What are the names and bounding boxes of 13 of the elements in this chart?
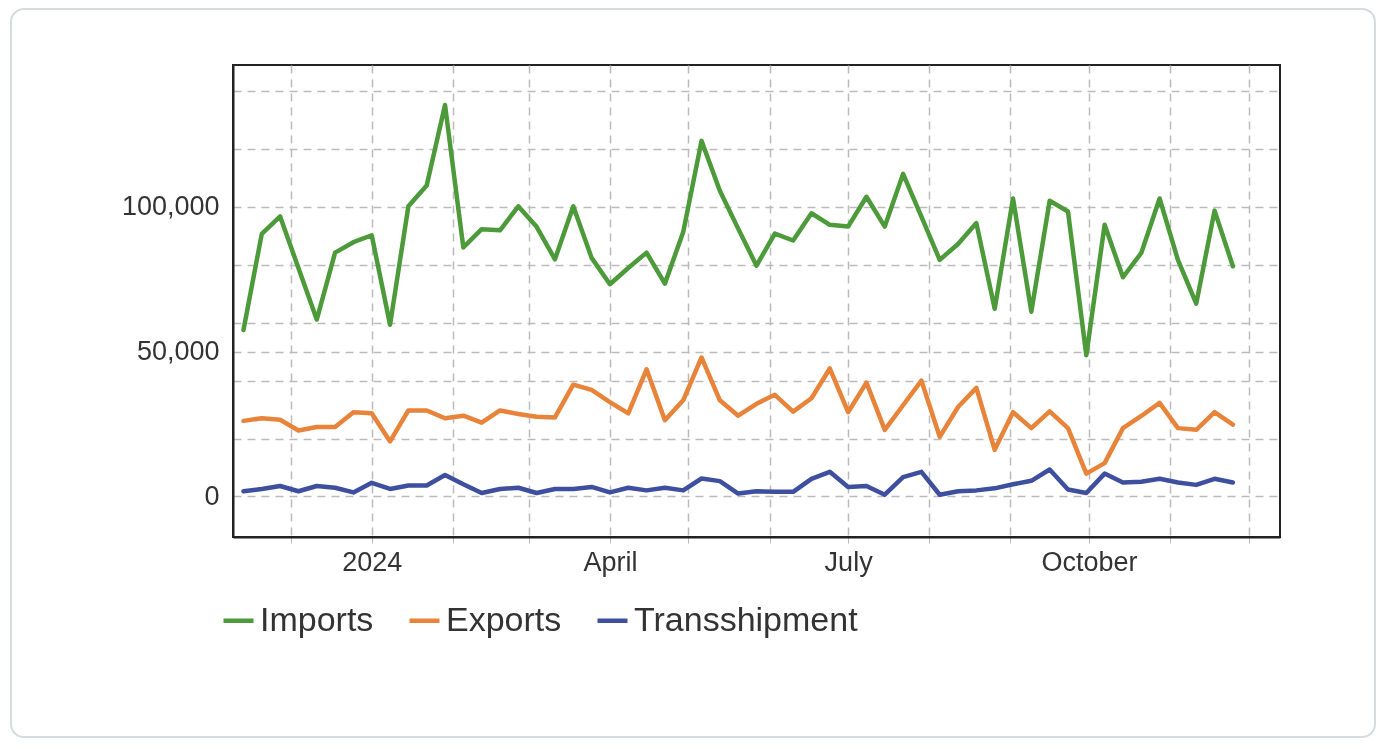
line-series [241, 467, 1236, 497]
x-tick-label: 2024 [342, 546, 403, 577]
legend-label: Transshipment [634, 599, 859, 638]
x-tick-label: October [1041, 546, 1138, 577]
x-tick-label: April [583, 546, 638, 577]
legend-label: Exports [446, 599, 562, 638]
y-tick-label: 100,000 [121, 191, 220, 222]
y-tick-label: 0 [204, 480, 220, 511]
x-tick-label: July [824, 546, 874, 577]
y-tick-label: 50,000 [136, 336, 220, 367]
legend-label: Imports [260, 599, 374, 638]
line-series [241, 102, 1236, 358]
line-series [241, 355, 1236, 476]
